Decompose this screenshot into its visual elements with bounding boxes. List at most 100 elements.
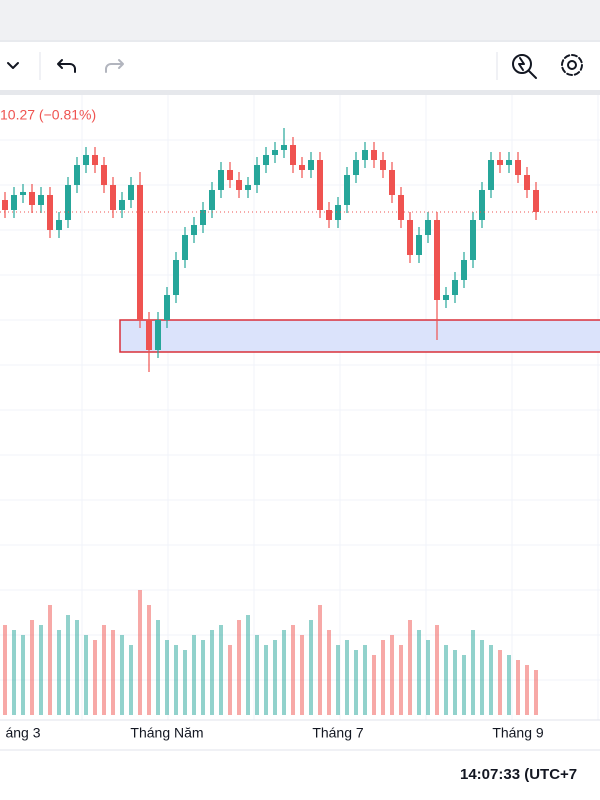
candle-body xyxy=(146,320,152,350)
volume-bar xyxy=(417,630,421,715)
candle-body xyxy=(128,185,134,200)
volume-bar xyxy=(102,625,106,715)
x-tick-label: Tháng 9 xyxy=(492,725,544,741)
volume-bar xyxy=(57,630,61,715)
volume-bar xyxy=(354,650,358,715)
volume-bar xyxy=(498,650,502,715)
volume-bar xyxy=(300,635,304,715)
candle-body xyxy=(398,195,404,220)
volume-bar xyxy=(525,665,529,715)
volume-bar xyxy=(129,645,133,715)
grid xyxy=(0,95,600,720)
candle-body xyxy=(200,210,206,225)
candle-body xyxy=(20,192,26,195)
candle-body xyxy=(371,150,377,160)
volume-bar xyxy=(309,620,313,715)
volume-bar xyxy=(219,625,223,715)
volume-bar xyxy=(147,605,151,715)
volume-bar xyxy=(93,640,97,715)
volume-bar xyxy=(201,640,205,715)
volume-bar xyxy=(237,620,241,715)
undo-button[interactable] xyxy=(57,59,76,73)
volume-bar xyxy=(435,625,439,715)
volume-bar xyxy=(165,640,169,715)
volume-bar xyxy=(327,630,331,715)
candle-body xyxy=(416,235,422,255)
volume-bar xyxy=(516,660,520,715)
candle-body xyxy=(38,195,44,205)
toolbar xyxy=(0,42,600,90)
candle-body xyxy=(362,150,368,160)
candle-body xyxy=(488,160,494,190)
candle-body xyxy=(11,195,17,210)
volume-bar xyxy=(66,615,70,715)
volume-bar xyxy=(120,635,124,715)
volume-bar xyxy=(444,645,448,715)
volume-bar xyxy=(12,630,16,715)
volume-bar xyxy=(345,640,349,715)
candle-body xyxy=(533,190,539,212)
redo-button[interactable] xyxy=(105,59,124,73)
candle-body xyxy=(434,220,440,300)
divider xyxy=(0,90,600,95)
volume-bar xyxy=(318,605,322,715)
candle-body xyxy=(191,225,197,235)
candle-body xyxy=(47,195,53,230)
volume-bar xyxy=(3,625,7,715)
candle-body xyxy=(452,280,458,295)
volume-bar xyxy=(156,620,160,715)
candle-body xyxy=(254,165,260,185)
candle-body xyxy=(83,155,89,165)
x-tick-label: Tháng 7 xyxy=(312,725,364,741)
candle-body xyxy=(308,160,314,170)
volume-bar xyxy=(255,635,259,715)
volume-bar xyxy=(291,625,295,715)
candle-body xyxy=(182,235,188,260)
top-bar xyxy=(0,0,600,40)
dropdown-button[interactable] xyxy=(7,62,19,69)
candle-body xyxy=(380,160,386,170)
volume-bar xyxy=(192,635,196,715)
volume-bar xyxy=(507,655,511,715)
volume-bar xyxy=(39,625,43,715)
volume-bar xyxy=(75,620,79,715)
candle-body xyxy=(173,260,179,295)
volume-bar xyxy=(462,655,466,715)
candle-body xyxy=(164,295,170,320)
candle-body xyxy=(515,160,521,175)
clock: 14:07:33 (UTC+7 xyxy=(460,766,577,783)
volume-bar xyxy=(264,645,268,715)
candle-body xyxy=(479,190,485,220)
volume-bar xyxy=(282,630,286,715)
candle-body xyxy=(29,192,35,205)
settings-button[interactable] xyxy=(561,54,583,76)
volume-bar xyxy=(246,615,250,715)
volume-bar xyxy=(183,650,187,715)
candle-body xyxy=(236,180,242,190)
volume-bar xyxy=(48,605,52,715)
candle-body xyxy=(263,155,269,165)
volume-bar xyxy=(336,645,340,715)
candle-body xyxy=(245,185,251,190)
volume-bar xyxy=(408,620,412,715)
volume-bar xyxy=(426,640,430,715)
volume-bar xyxy=(534,670,538,715)
volume-bar xyxy=(138,590,142,715)
volume-bar xyxy=(363,645,367,715)
candle-body xyxy=(443,295,449,300)
x-tick-label: áng 3 xyxy=(5,725,40,741)
volume-bar xyxy=(174,645,178,715)
volume-bar xyxy=(489,645,493,715)
price-change: 10.27 (−0.81%) xyxy=(0,107,96,123)
candle-body xyxy=(101,165,107,185)
price-zone xyxy=(119,319,600,353)
candle-body xyxy=(218,170,224,190)
candle-body xyxy=(209,190,215,210)
candle-body xyxy=(155,320,161,350)
candle-body xyxy=(506,160,512,165)
volume-bar xyxy=(453,650,457,715)
magic-button[interactable] xyxy=(512,54,537,79)
volume-bar xyxy=(381,640,385,715)
candle-body xyxy=(407,220,413,255)
